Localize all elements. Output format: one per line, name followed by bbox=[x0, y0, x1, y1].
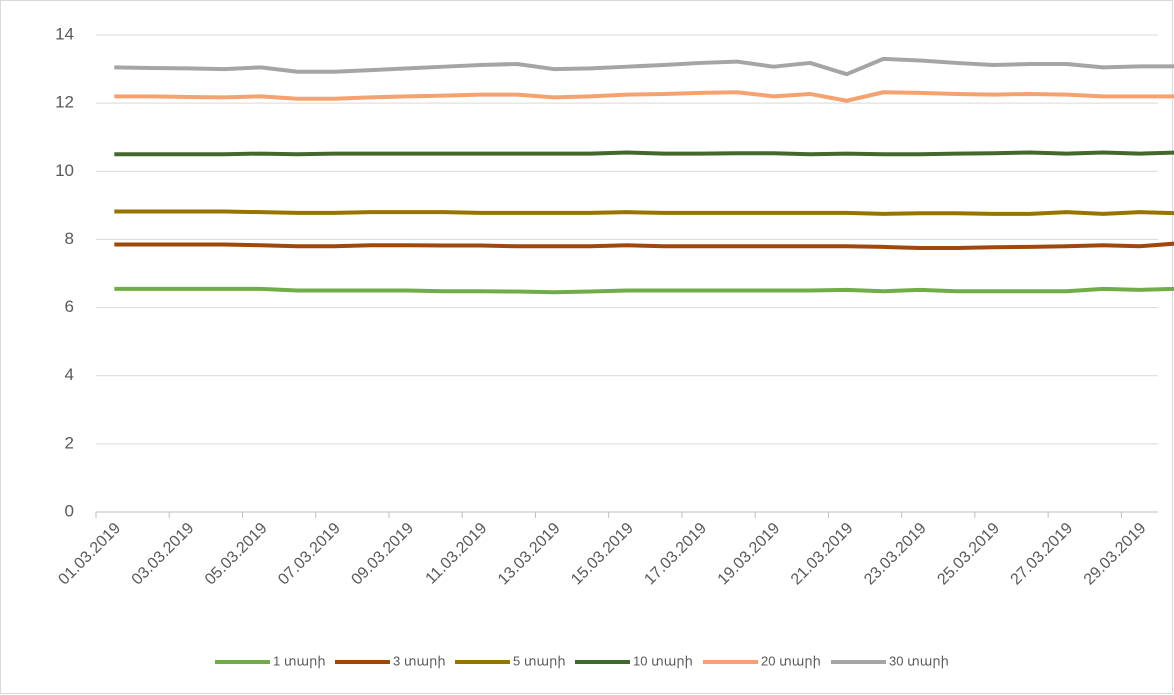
y-tick-label: 8 bbox=[65, 229, 74, 248]
legend-label: 30 տարի bbox=[889, 653, 949, 668]
series-line bbox=[114, 286, 1174, 295]
legend-label: 20 տարի bbox=[761, 653, 821, 668]
series-line bbox=[114, 209, 1174, 216]
series-line bbox=[114, 150, 1174, 157]
legend-label: 1 տարի bbox=[273, 653, 326, 668]
y-tick-label: 6 bbox=[65, 297, 74, 316]
legend-label: 5 տարի bbox=[513, 653, 566, 668]
y-tick-label: 4 bbox=[65, 365, 74, 384]
legend-label: 3 տարի bbox=[393, 653, 446, 668]
y-tick-label: 2 bbox=[65, 433, 74, 452]
y-tick-label: 12 bbox=[55, 93, 74, 112]
y-tick-label: 0 bbox=[65, 501, 74, 520]
legend-label: 10 տարի bbox=[633, 653, 693, 668]
y-tick-label: 14 bbox=[55, 24, 74, 43]
series-line bbox=[114, 241, 1174, 250]
series-line bbox=[114, 56, 1174, 77]
series-line bbox=[114, 90, 1174, 103]
y-tick-label: 10 bbox=[55, 161, 74, 180]
